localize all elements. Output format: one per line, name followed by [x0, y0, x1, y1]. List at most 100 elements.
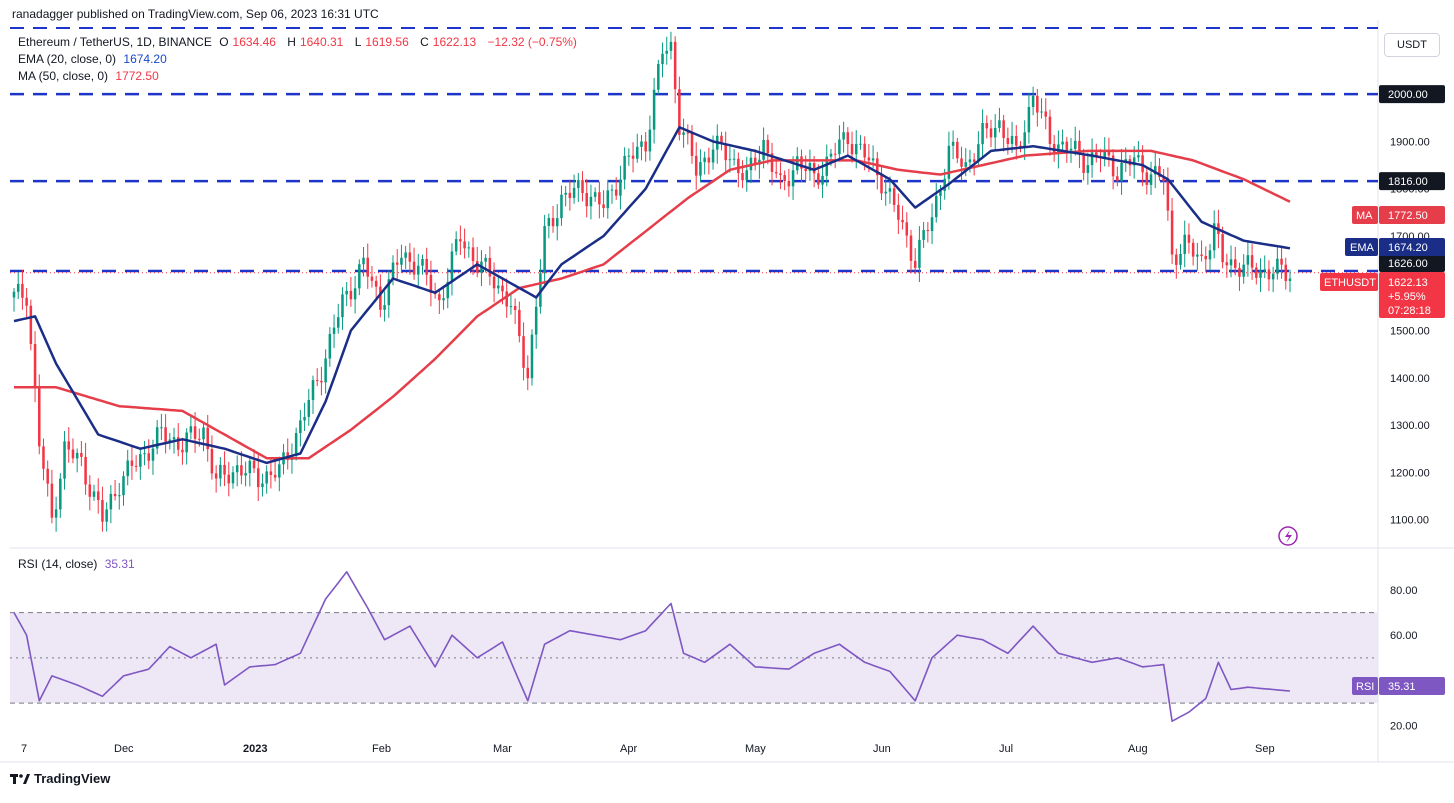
candle-body — [59, 478, 62, 510]
candle-body — [1170, 210, 1174, 255]
candle-body — [202, 427, 205, 440]
legend-rsi[interactable]: RSI (14, close) 35.31 — [18, 557, 139, 571]
legend-ema[interactable]: EMA (20, close, 0) 1674.20 — [18, 52, 171, 66]
candle-body — [75, 452, 79, 459]
candle-body — [1120, 162, 1123, 181]
candle-body — [505, 291, 508, 307]
candle-body — [265, 471, 268, 484]
candle-body — [501, 285, 504, 292]
candle-body — [1238, 267, 1241, 277]
candle-body — [673, 41, 677, 90]
price-tick-label: 1500.00 — [1390, 326, 1430, 338]
time-axis-label: 2023 — [243, 743, 267, 755]
tradingview-brand[interactable]: TradingView — [10, 771, 110, 786]
candle-body — [741, 173, 744, 181]
legend-ema-value: 1674.20 — [123, 52, 167, 66]
candle-body — [332, 327, 336, 334]
candle-body — [1036, 95, 1039, 113]
candle-body — [513, 306, 517, 310]
candle-body — [252, 460, 256, 469]
candle-body — [151, 448, 155, 461]
level-label-2000: 2000.00 — [1388, 89, 1428, 101]
candle-body — [374, 280, 378, 287]
legend-change: −12.32 (−0.75%) — [487, 35, 577, 49]
candle-body — [1107, 150, 1111, 156]
legend-open: O 1634.46 — [219, 35, 276, 49]
candle-body — [269, 471, 273, 475]
alert-flash-icon — [1278, 526, 1298, 546]
candle-body — [450, 251, 454, 282]
symbol-tag-bg — [1320, 273, 1378, 291]
candle-body — [471, 247, 475, 262]
candle-body — [1010, 136, 1014, 144]
candle-body — [960, 158, 963, 167]
candle-body — [682, 132, 685, 135]
candle-body — [871, 158, 875, 161]
candle-body — [661, 53, 664, 65]
candle-body — [897, 204, 900, 220]
candle-body — [1044, 111, 1048, 117]
candle-body — [863, 143, 866, 158]
ema-tag-bg — [1345, 238, 1378, 256]
candle-body — [555, 218, 559, 227]
candle-body — [766, 139, 770, 154]
candle-body — [1002, 120, 1005, 139]
candle-body — [985, 122, 989, 129]
candle-body — [185, 432, 188, 453]
candle-body — [627, 155, 631, 157]
candle-body — [1276, 258, 1279, 274]
candle-body — [753, 157, 757, 165]
candle-body — [522, 336, 525, 368]
candle-body — [307, 399, 311, 417]
level-label-1626: 1626.00 — [1388, 258, 1428, 270]
candle-body — [1183, 234, 1186, 254]
candle-body — [261, 483, 264, 488]
candle-body — [417, 265, 420, 275]
candle-body — [530, 334, 534, 379]
rsi-line — [13, 571, 1291, 722]
candle-body — [518, 309, 521, 337]
candle-body — [442, 298, 445, 301]
candle-body — [50, 483, 54, 518]
candle-body — [168, 439, 172, 442]
candle-body — [947, 145, 951, 179]
candle-body — [1166, 181, 1170, 211]
candle-body — [337, 317, 340, 328]
candle-body — [635, 146, 639, 159]
price-tick-label: 1400.00 — [1390, 373, 1430, 385]
candle-body — [1204, 255, 1208, 260]
candle-body — [652, 89, 656, 130]
candle-body — [678, 89, 681, 135]
candle-body — [1175, 254, 1178, 265]
candle-body — [913, 260, 917, 268]
candle-body — [846, 132, 850, 145]
candle-body — [181, 449, 184, 453]
rsi-tick-label: 20.00 — [1390, 721, 1418, 733]
candle-body — [463, 241, 466, 249]
candle-body — [240, 465, 243, 476]
candle-body — [324, 358, 327, 383]
candle-body — [821, 175, 824, 185]
candle-body — [694, 155, 698, 176]
candle-body — [998, 120, 1001, 128]
candle-body — [1162, 176, 1165, 182]
candle-body — [21, 283, 24, 298]
candle-body — [888, 188, 892, 192]
candle-body — [12, 291, 16, 298]
time-axis-label: Mar — [493, 743, 512, 755]
legend-ma[interactable]: MA (50, close, 0) 1772.50 — [18, 69, 163, 83]
candle-body — [33, 344, 37, 388]
candle-body — [551, 218, 555, 227]
candle-body — [614, 189, 618, 196]
candle-body — [1221, 234, 1224, 263]
candle-body — [429, 274, 433, 293]
candle-body — [349, 290, 353, 300]
candle-body — [884, 191, 887, 194]
currency-unit-button[interactable]: USDT — [1384, 33, 1440, 57]
candle-body — [256, 468, 260, 488]
candle-body — [1040, 111, 1043, 113]
candle-body — [762, 139, 765, 160]
time-axis-label: Jun — [873, 743, 891, 755]
